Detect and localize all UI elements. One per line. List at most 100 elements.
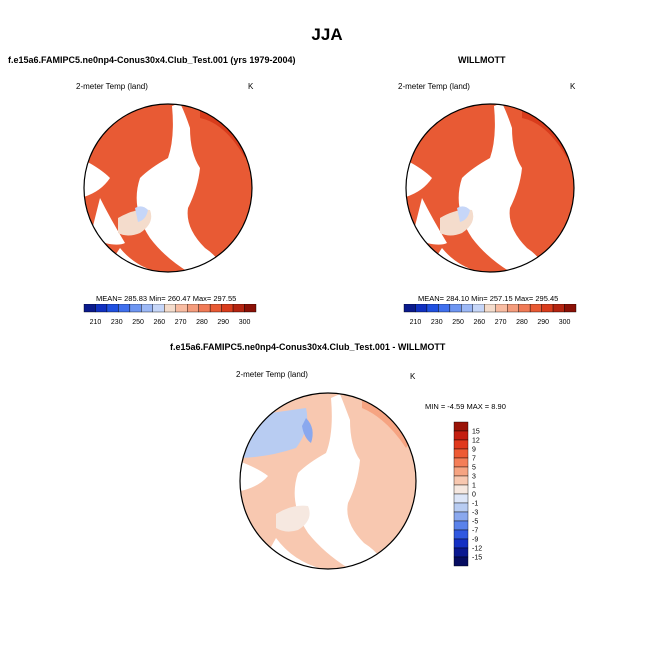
panel-2-colorbar-cell bbox=[426, 304, 439, 313]
panel-2-colorbar-cell bbox=[495, 304, 508, 313]
panel-2-colorbar-tick: 280 bbox=[516, 319, 528, 326]
panel-3-colorbar-tick: 1 bbox=[472, 483, 476, 490]
panel-3-colorbar-cell bbox=[453, 511, 469, 522]
panel-2-colorbar-cell bbox=[461, 304, 473, 313]
panel-3-colorbar-tick: 0 bbox=[472, 492, 476, 499]
panel-1-colorbar: 210 230 250 260 270 280 290 300 bbox=[83, 304, 257, 326]
page-title: JJA bbox=[311, 25, 343, 44]
panel-2-colorbar-cell bbox=[518, 304, 531, 313]
panel-3-colorbar: 15 12 9 7 5 3 1 0 -1 -3 -5 -7 -9 -12 -15 bbox=[453, 421, 482, 567]
panel-1-colorbar-cell bbox=[221, 304, 234, 313]
panel-2-colorbar-cell bbox=[438, 304, 451, 313]
panel-1-arctic-ocean bbox=[136, 104, 230, 272]
panel-3-map-boundary bbox=[239, 392, 417, 570]
panel-1-variable-label: 2-meter Temp (land) bbox=[76, 82, 148, 91]
panel-2-colorbar-cell bbox=[484, 304, 496, 313]
panel-3-polar-map bbox=[239, 392, 417, 570]
panel-3-colorbar-cell bbox=[453, 439, 469, 450]
panel-2-colorbar-cell bbox=[541, 304, 554, 313]
panel-2-units-label: K bbox=[570, 82, 576, 91]
panel-1-colorbar-tick: 210 bbox=[90, 319, 102, 326]
panel-2-stats: MEAN= 284.10 Min= 257.15 Max= 295.45 bbox=[418, 294, 559, 303]
panel-3-colorbar-cell bbox=[453, 520, 469, 531]
panel-3-colorbar-cell bbox=[453, 448, 469, 459]
panel-3-variable-label: 2-meter Temp (land) bbox=[236, 370, 308, 379]
panel-2-title: WILLMOTT bbox=[458, 55, 506, 65]
panel-2-polar-map bbox=[405, 103, 575, 273]
panel-1-colorbar-cell bbox=[164, 304, 176, 313]
panel-3-colorbar-tick: 7 bbox=[472, 456, 476, 463]
panel-2-map-boundary bbox=[405, 103, 575, 273]
panel-1-colorbar-tick: 300 bbox=[239, 319, 251, 326]
panel-2-colorbar-cell bbox=[449, 304, 462, 313]
panel-3-colorbar-cell bbox=[453, 493, 469, 504]
panel-3-colorbar-tick: -5 bbox=[472, 519, 478, 526]
panel-1-map-boundary bbox=[83, 103, 253, 273]
panel-3-colorbar-tick: 3 bbox=[472, 474, 476, 481]
panel-2-colorbar-cell bbox=[552, 304, 565, 313]
panel-1-colorbar-cell bbox=[95, 304, 108, 313]
panel-3-colorbar-tick: -12 bbox=[472, 546, 482, 553]
panel-3-colorbar-cell bbox=[453, 556, 469, 567]
panel-1-colorbar-cell bbox=[232, 304, 245, 313]
panel-1-colorbar-cell bbox=[198, 304, 211, 313]
panel-3-colorbar-cell bbox=[453, 430, 469, 441]
panel-3-colorbar-tick: 12 bbox=[472, 438, 480, 445]
panel-1-colorbar-cell bbox=[152, 304, 165, 313]
panel-2-variable-label: 2-meter Temp (land) bbox=[398, 82, 470, 91]
panel-3-colorbar-cell bbox=[453, 466, 469, 477]
panel-2-colorbar-cell bbox=[403, 304, 416, 313]
panel-2-colorbar-cell bbox=[529, 304, 542, 313]
panel-3-units-label: K bbox=[410, 372, 416, 381]
panel-2-colorbar-cell bbox=[564, 304, 577, 313]
panel-1-stats: MEAN= 285.83 Min= 260.47 Max= 297.55 bbox=[96, 294, 237, 303]
panel-1-colorbar-cell bbox=[186, 304, 199, 313]
panel-1-colorbar-cell bbox=[118, 304, 131, 313]
panel-3-colorbar-tick: -1 bbox=[472, 501, 478, 508]
panel-3-colorbar-cell bbox=[453, 538, 469, 549]
panel-1-units-label: K bbox=[248, 82, 254, 91]
panel-2-colorbar-cell bbox=[472, 304, 485, 313]
panel-2-colorbar-cell bbox=[506, 304, 519, 313]
panel-2-colorbar-tick: 260 bbox=[474, 319, 486, 326]
panel-3-colorbar-cell bbox=[453, 421, 469, 432]
panel-2-colorbar-tick: 230 bbox=[431, 319, 443, 326]
panel-1-colorbar-cell bbox=[209, 304, 222, 313]
panel-2-colorbar-tick: 250 bbox=[452, 319, 464, 326]
panel-3-colorbar-cell bbox=[453, 484, 469, 495]
panel-3-colorbar-cell bbox=[453, 529, 469, 540]
panel-3-colorbar-tick: 15 bbox=[472, 429, 480, 436]
panel-3-colorbar-cell bbox=[453, 502, 469, 513]
panel-1-colorbar-tick: 250 bbox=[132, 319, 144, 326]
panel-3-colorbar-tick: -7 bbox=[472, 528, 478, 535]
panel-1-colorbar-tick: 280 bbox=[196, 319, 208, 326]
panel-1-colorbar-tick: 290 bbox=[217, 319, 229, 326]
panel-1-colorbar-cell bbox=[83, 304, 96, 313]
panel-3-colorbar-tick: 9 bbox=[472, 447, 476, 454]
panel-3-colorbar-tick: -9 bbox=[472, 537, 478, 544]
panel-1-colorbar-cell bbox=[175, 304, 188, 313]
panel-3-colorbar-cell bbox=[453, 547, 469, 558]
panel-1-colorbar-cell bbox=[106, 304, 119, 313]
panel-3-stats: MIN = -4.59 MAX = 8.90 bbox=[425, 402, 506, 411]
panel-2-colorbar-tick: 270 bbox=[495, 319, 507, 326]
panel-1-colorbar-cell bbox=[129, 304, 142, 313]
panel-1-colorbar-cell bbox=[141, 304, 153, 313]
panel-2-colorbar-tick: 290 bbox=[537, 319, 549, 326]
panel-3-colorbar-cell bbox=[453, 457, 469, 468]
panel-3-colorbar-tick: -15 bbox=[472, 555, 482, 562]
panel-1-colorbar-cell bbox=[244, 304, 257, 313]
panel-1-title: f.e15a6.FAMIPC5.ne0np4-Conus30x4.Club_Te… bbox=[8, 55, 296, 65]
panel-1-polar-map bbox=[83, 103, 253, 273]
panel-3-colorbar-tick: 5 bbox=[472, 465, 476, 472]
panel-3-colorbar-tick: -3 bbox=[472, 510, 478, 517]
panel-1-colorbar-tick: 260 bbox=[154, 319, 166, 326]
panel-2-arctic-ocean bbox=[458, 104, 552, 272]
panel-3-colorbar-cell bbox=[453, 475, 469, 486]
panel-2-colorbar: 210 230 250 260 270 280 290 300 bbox=[403, 304, 577, 326]
panel-1-colorbar-tick: 270 bbox=[175, 319, 187, 326]
panel-1-colorbar-tick: 230 bbox=[111, 319, 123, 326]
panel-2-colorbar-cell bbox=[415, 304, 428, 313]
panel-3-title: f.e15a6.FAMIPC5.ne0np4-Conus30x4.Club_Te… bbox=[170, 342, 446, 352]
panel-2-colorbar-tick: 210 bbox=[410, 319, 422, 326]
